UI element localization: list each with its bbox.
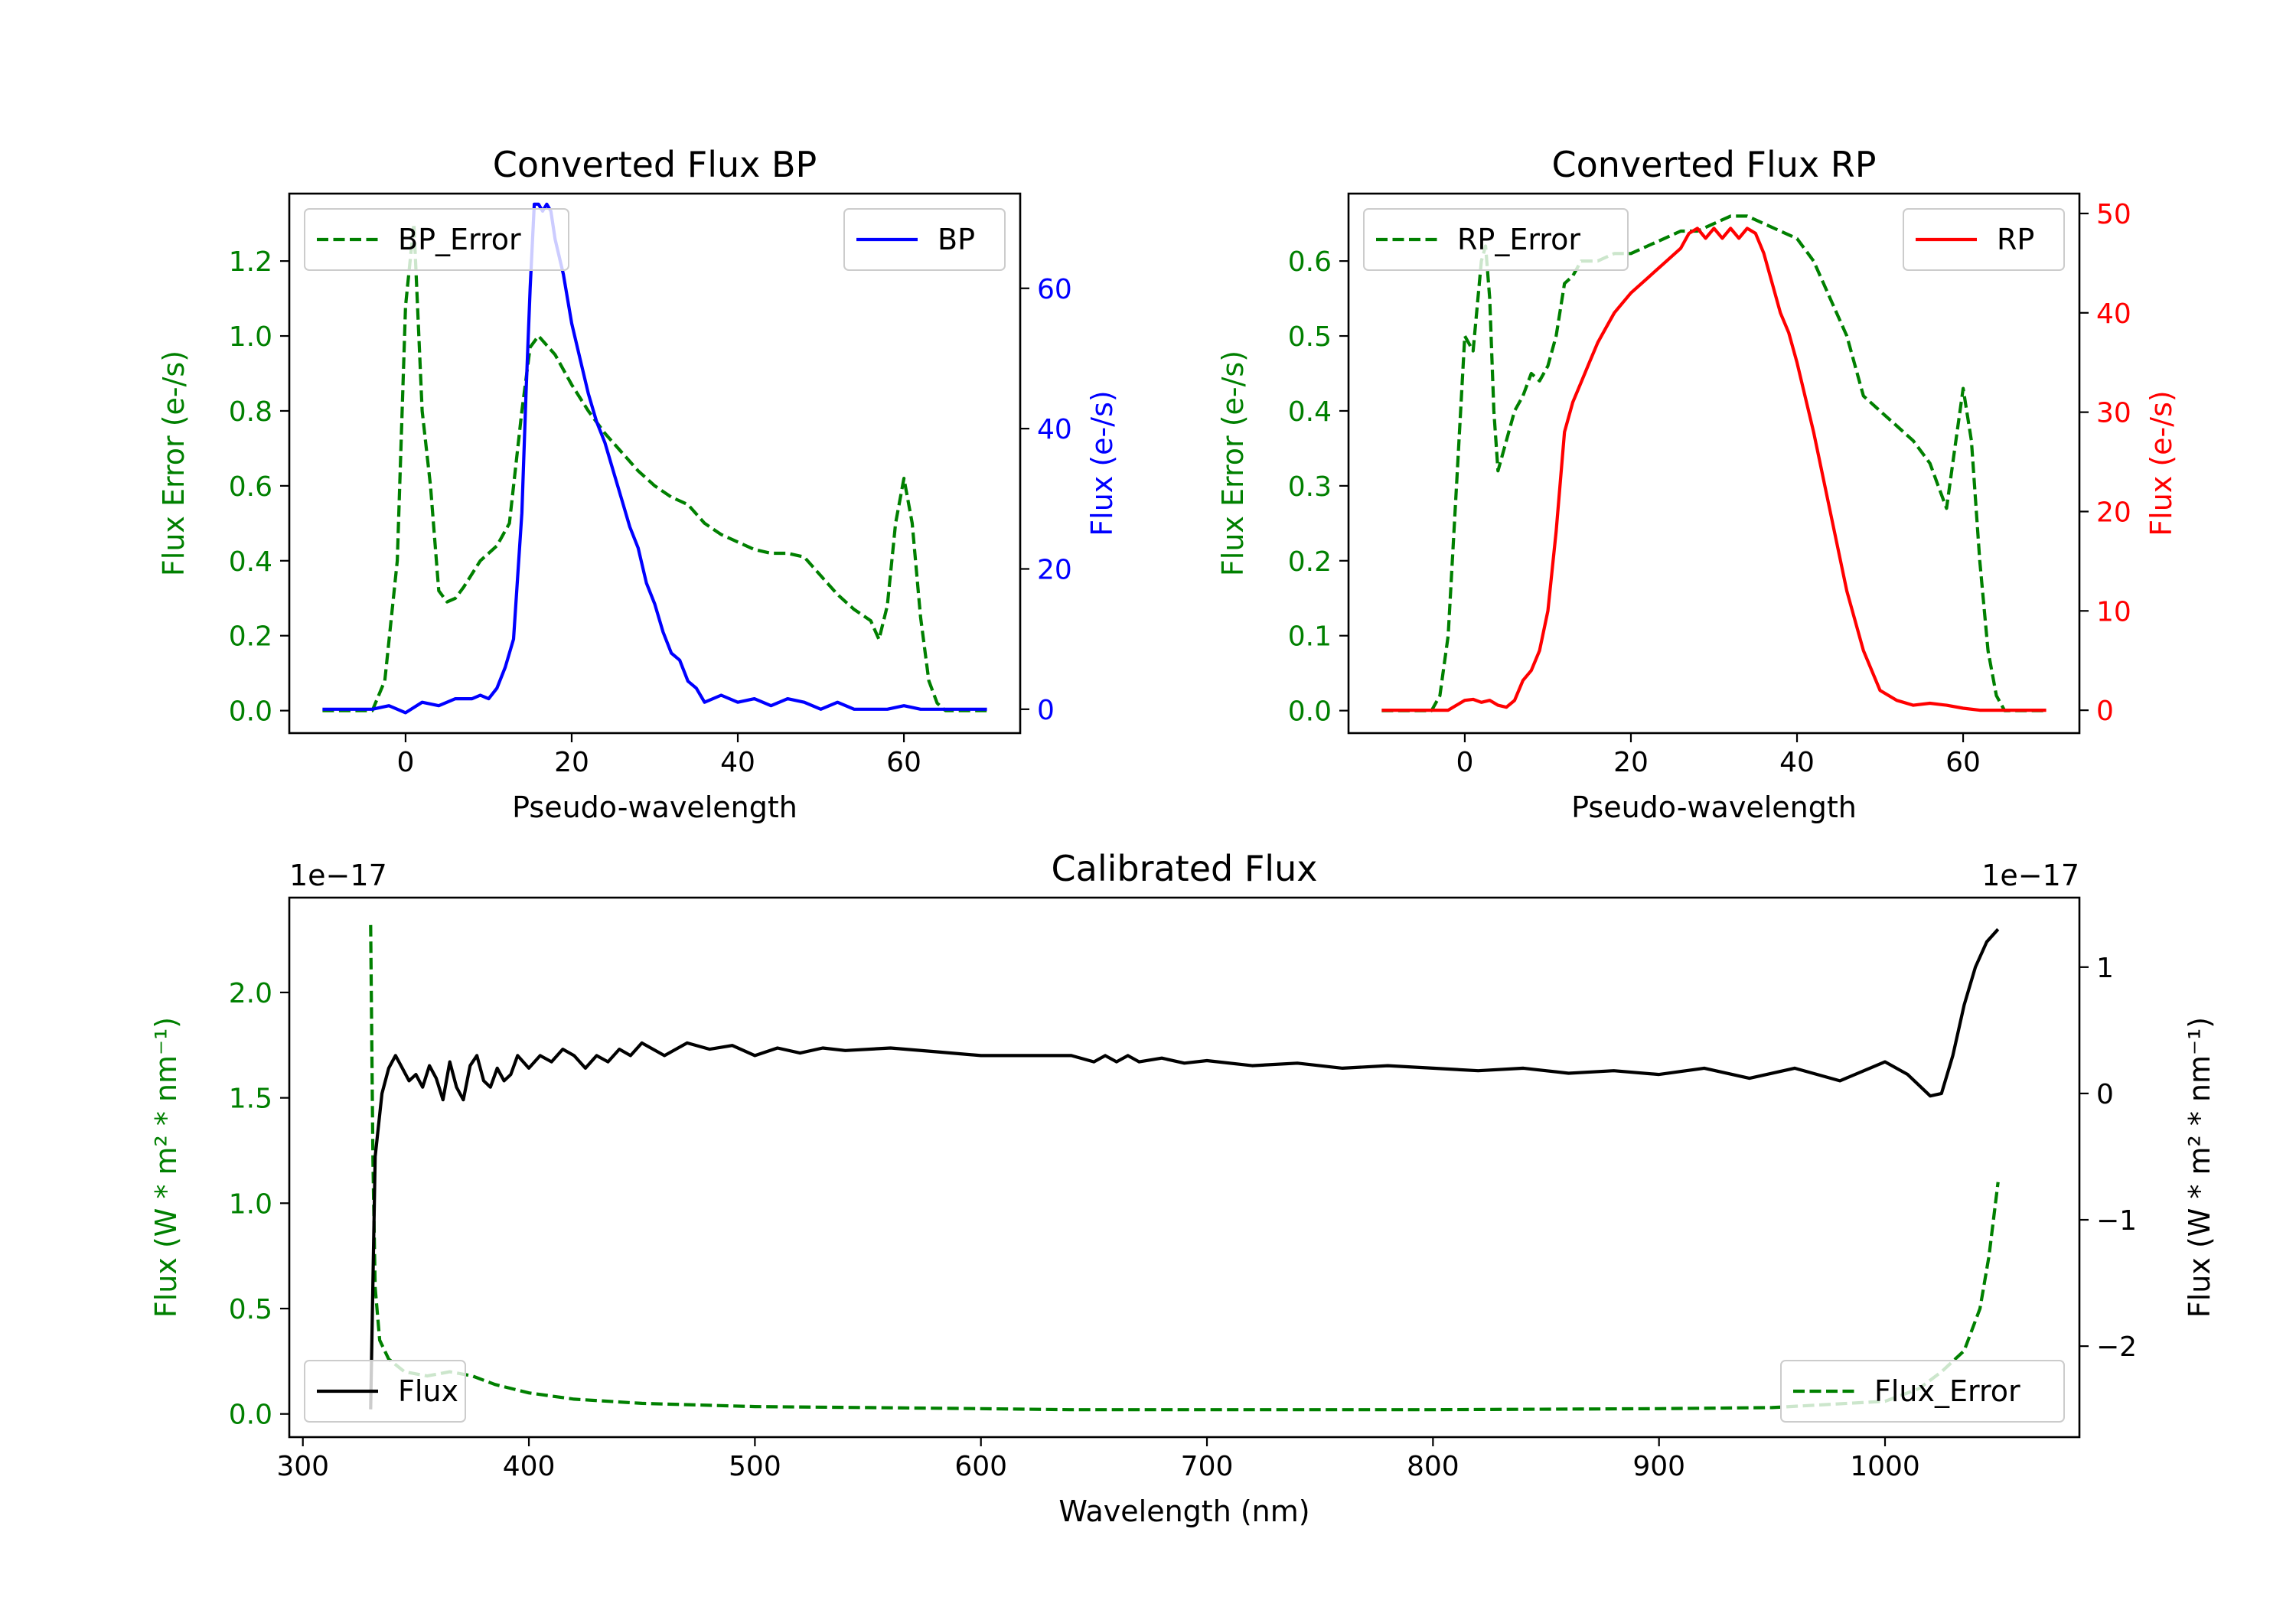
x-tick-label: 40 <box>1779 747 1815 778</box>
x-tick-label: 600 <box>954 1451 1007 1482</box>
y-left-tick-label: 1.5 <box>229 1084 272 1115</box>
y-right-tick-label: 40 <box>1037 414 1072 445</box>
series-line-rp-error <box>1381 214 2047 712</box>
y-left-tick-label: 2.0 <box>229 978 272 1009</box>
y-left-tick-label: 0.0 <box>1288 696 1332 728</box>
x-axis-label: Pseudo-wavelength <box>1571 790 1857 824</box>
y-left-tick-label: 1.0 <box>229 1188 272 1220</box>
legend-box <box>1363 208 1629 271</box>
y-right-tick-label: 50 <box>2096 199 2131 230</box>
y-right-tick-label: 0 <box>1037 695 1055 726</box>
legend-label: RP <box>1997 223 2034 256</box>
y-left-tick-label: 0.3 <box>1288 471 1332 503</box>
y-right-tick-label: 40 <box>2096 298 2131 330</box>
y-left-axis-label: Flux Error (e-/s) <box>157 350 191 576</box>
series-line-flux-error <box>369 924 2000 1412</box>
chart-title: Converted Flux RP <box>1552 144 1877 185</box>
legend-label: Flux <box>398 1374 458 1408</box>
x-tick-label: 900 <box>1632 1451 1685 1482</box>
legend-box <box>1780 1360 2065 1423</box>
y-left-tick-label: 0.0 <box>229 696 272 728</box>
y-right-axis-label: Flux (e-/s) <box>1085 390 1119 536</box>
y-left-tick-label: 1.2 <box>229 246 272 278</box>
y-right-tick-label: −1 <box>2096 1205 2137 1237</box>
y-left-axis-label: Flux Error (e-/s) <box>1216 350 1250 576</box>
y-left-tick-label: 0.5 <box>1288 321 1332 353</box>
x-tick-label: 700 <box>1181 1451 1234 1482</box>
x-tick-label: 60 <box>886 747 921 778</box>
legend-box <box>1903 208 2065 271</box>
axes-frame <box>288 896 2081 1439</box>
y-left-tick-label: 0.2 <box>1288 546 1332 578</box>
y-right-tick-label: 20 <box>2096 497 2131 528</box>
y-right-tick-label: −2 <box>2096 1332 2137 1363</box>
legend-label: BP_Error <box>398 223 521 256</box>
y-right-tick-label: 10 <box>2096 596 2131 627</box>
y-right-tick-label: 0 <box>2096 1079 2114 1110</box>
x-tick-label: 0 <box>1456 747 1473 778</box>
legend-label: RP_Error <box>1457 223 1580 256</box>
y-right-tick-label: 60 <box>1037 274 1072 305</box>
chart-title: Calibrated Flux <box>1052 848 1318 889</box>
axes-frame <box>288 192 1022 735</box>
y-left-tick-label: 0.6 <box>229 471 272 503</box>
y-right-axis-label: Flux (W * m² * nm⁻¹) <box>2183 1017 2216 1318</box>
x-tick-label: 1000 <box>1850 1451 1920 1482</box>
y-left-tick-label: 0.4 <box>229 546 272 578</box>
y-left-tick-label: 1.0 <box>229 321 272 353</box>
y-right-tick-label: 1 <box>2096 953 2114 984</box>
y-left-tick-label: 0.4 <box>1288 396 1332 428</box>
x-tick-label: 500 <box>729 1451 781 1482</box>
series-line-bp <box>322 202 987 715</box>
x-tick-label: 20 <box>554 747 589 778</box>
x-tick-label: 0 <box>396 747 414 778</box>
legend-label: Flux_Error <box>1874 1374 2020 1408</box>
legend-box <box>304 1360 466 1423</box>
y-left-tick-label: 0.2 <box>229 621 272 653</box>
x-axis-label: Pseudo-wavelength <box>512 790 797 824</box>
legend-label: BP <box>938 223 975 256</box>
y-left-tick-label: 0.1 <box>1288 621 1332 653</box>
series-line-rp <box>1381 227 2047 712</box>
series-line-bp-error <box>322 222 987 712</box>
x-tick-label: 40 <box>720 747 755 778</box>
y-left-axis-label: Flux (W * m² * nm⁻¹) <box>149 1017 183 1318</box>
series-line-flux <box>369 927 2000 1410</box>
x-tick-label: 60 <box>1945 747 1981 778</box>
axes-frame <box>1347 192 2081 735</box>
y-right-tick-label: 0 <box>2096 696 2114 727</box>
x-tick-label: 800 <box>1407 1451 1459 1482</box>
x-tick-label: 20 <box>1613 747 1649 778</box>
chart-title: Converted Flux BP <box>493 144 817 185</box>
x-axis-label: Wavelength (nm) <box>1058 1495 1309 1528</box>
legend-box <box>304 208 569 271</box>
x-tick-label: 300 <box>276 1451 329 1482</box>
y-right-tick-label: 30 <box>2096 398 2131 429</box>
y-right-offset-label: 1e−17 <box>1981 859 2079 892</box>
y-left-tick-label: 0.0 <box>229 1400 272 1431</box>
y-left-tick-label: 0.8 <box>229 396 272 428</box>
y-right-axis-label: Flux (e-/s) <box>2144 390 2178 536</box>
x-tick-label: 400 <box>503 1451 556 1482</box>
y-left-offset-label: 1e−17 <box>289 859 387 892</box>
y-left-tick-label: 0.6 <box>1288 246 1332 278</box>
legend-box <box>843 208 1006 271</box>
y-right-tick-label: 20 <box>1037 554 1072 585</box>
y-left-tick-label: 0.5 <box>229 1294 272 1325</box>
